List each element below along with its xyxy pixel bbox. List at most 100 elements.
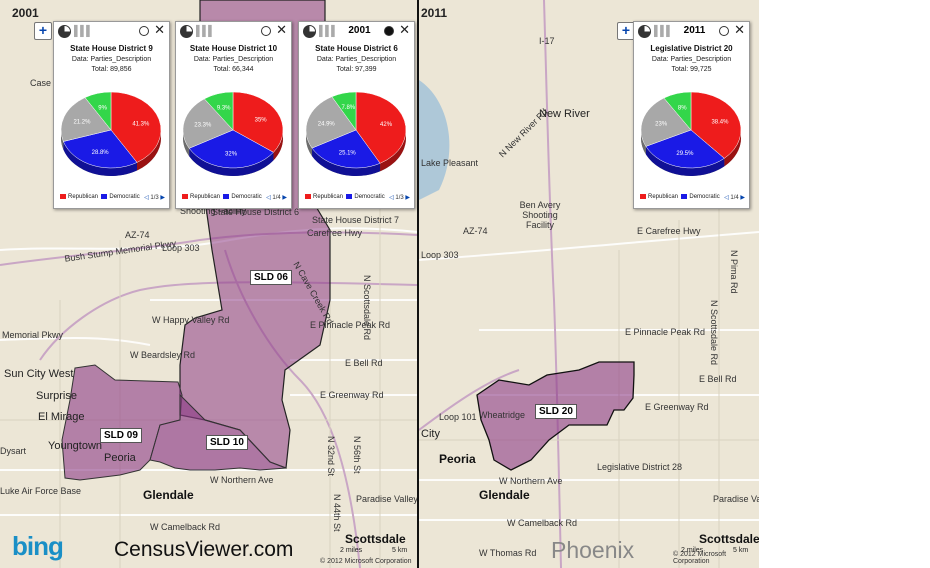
map-label: State House District 7 [312, 215, 400, 225]
pie-slice-side-other [183, 130, 190, 157]
pie-slice-republican[interactable] [232, 91, 284, 153]
legend-swatch [101, 194, 108, 199]
bar-chart-icon[interactable]: ▌▌▌ [74, 26, 93, 37]
next-arrow-icon[interactable]: ▶ [405, 195, 410, 201]
map-label: N 32nd St [326, 436, 336, 477]
district-panel-sh6[interactable]: ▌▌▌ 2001 ✕ State House District 6 Data: … [298, 21, 415, 209]
pie-slice-label: 24.9% [318, 121, 336, 127]
select-radio-icon[interactable] [719, 26, 729, 36]
pie-slice-democratic[interactable] [63, 129, 138, 169]
pie-chart-icon[interactable] [638, 25, 651, 38]
page-indicator: 1/3 [150, 195, 159, 201]
map-label: Dysart [0, 446, 27, 456]
pie-slice-green[interactable] [203, 91, 234, 131]
select-radio-icon[interactable] [384, 26, 394, 36]
pie-slice-democratic[interactable] [188, 129, 274, 169]
map-label: N Pima Rd [729, 250, 739, 294]
map-label: Loop 101 [439, 412, 477, 422]
bar-chart-icon[interactable]: ▌▌▌ [196, 26, 215, 37]
pie-slice-label: 35% [255, 117, 268, 123]
pie-slice-label: 8% [678, 105, 687, 111]
pie-slice-other[interactable] [305, 96, 357, 149]
prev-arrow-icon[interactable]: ◁ [389, 195, 394, 201]
pie-slice-label: 29.5% [676, 151, 694, 157]
pie-chart: 35% 32% 23.3% 9.3% [182, 91, 284, 176]
panel-legend: Republican Democratic ◁ 1/3 ▶ [305, 194, 410, 201]
pie-slice-green[interactable] [84, 91, 112, 131]
legend-pager[interactable]: ◁ 1/4 ▶ [724, 194, 745, 201]
sld-10-area[interactable] [149, 393, 287, 471]
scale-km: 5 km [392, 547, 408, 554]
zoom-in-button[interactable]: + [617, 22, 635, 40]
pie-chart-icon[interactable] [58, 25, 71, 38]
next-arrow-icon[interactable]: ▶ [740, 195, 745, 201]
prev-arrow-icon[interactable]: ◁ [266, 195, 271, 201]
legend-label: Republican [313, 194, 344, 201]
scale-miles: 2 miles [340, 547, 363, 554]
panel-toolbar: ▌▌▌ ✕ [58, 22, 165, 39]
pie-slice-other[interactable] [640, 97, 692, 147]
district-panel-ld20[interactable]: ▌▌▌ 2011 ✕ Legislative District 20 Data:… [633, 21, 750, 209]
district-panel-sh10[interactable]: ▌▌▌ ✕ State House District 10 Data: Part… [175, 21, 292, 209]
pie-slice-other[interactable] [182, 98, 234, 149]
legend-pager[interactable]: ◁ 1/3 ▶ [389, 194, 410, 201]
pie-chart-icon[interactable] [303, 25, 316, 38]
pie-slice-side-democratic [189, 148, 274, 176]
map-label: Youngtown [48, 440, 103, 452]
sld-label[interactable]: SLD 06 [250, 270, 292, 285]
select-radio-icon[interactable] [139, 26, 149, 36]
next-arrow-icon[interactable]: ▶ [282, 195, 287, 201]
scale-miles: 2 miles [681, 547, 704, 554]
prev-arrow-icon[interactable]: ◁ [144, 195, 149, 201]
page-indicator: 1/4 [730, 195, 739, 201]
panel-year: 2011 [683, 25, 706, 36]
map-label: N Scottsdale Rd [362, 275, 372, 341]
pie-slice-democratic[interactable] [311, 129, 381, 169]
zoom-in-button[interactable]: + [34, 22, 52, 40]
legend-pager[interactable]: ◁ 1/3 ▶ [144, 194, 165, 201]
district-panel-sh9[interactable]: ▌▌▌ ✕ State House District 9 Data: Parti… [53, 21, 170, 209]
pie-slice-label: 38.4% [711, 120, 729, 126]
pie-slice-republican[interactable] [690, 91, 742, 159]
panel-legend: Republican Democratic ◁ 1/3 ▶ [60, 194, 165, 201]
pie-slice-side-democratic [645, 146, 725, 176]
sld-label[interactable]: SLD 09 [100, 428, 142, 443]
bar-chart-icon[interactable]: ▌▌▌ [319, 26, 338, 37]
pie-slice-side-democratic [312, 148, 381, 176]
map-label: Wheatridge [479, 410, 526, 420]
pie-chart-icon[interactable] [180, 25, 193, 38]
sld-label[interactable]: SLD 10 [206, 435, 248, 450]
sld-label[interactable]: SLD 20 [535, 404, 577, 419]
next-arrow-icon[interactable]: ▶ [160, 195, 165, 201]
close-icon[interactable]: ✕ [734, 22, 745, 37]
select-radio-icon[interactable] [261, 26, 271, 36]
close-icon[interactable]: ✕ [154, 22, 165, 37]
legend-swatch [60, 194, 66, 199]
pie-slice-republican[interactable] [110, 91, 162, 163]
map-label: Paradise Valley [356, 494, 417, 504]
map-label: N 56th St [352, 436, 362, 474]
map-label: E Pinnacle Peak Rd [625, 327, 706, 337]
bar-chart-icon[interactable]: ▌▌▌ [654, 26, 673, 37]
panel-toolbar: ▌▌▌ 2011 ✕ [638, 22, 745, 39]
close-icon[interactable]: ✕ [399, 22, 410, 37]
map-label: Sun City West [4, 368, 74, 380]
legend-label: Republican [68, 194, 99, 201]
legend-label: Democratic [109, 194, 140, 201]
pie-slice-label: 25.1% [339, 151, 357, 157]
pie-slice-green[interactable] [663, 91, 692, 131]
panel-data-label: Data: Parties_Description [71, 56, 152, 63]
panel-data-label: Data: Parties_Description [316, 56, 397, 63]
pie-slice-green[interactable] [331, 91, 357, 131]
legend-pager[interactable]: ◁ 1/4 ▶ [266, 194, 287, 201]
pie-slice-other[interactable] [60, 97, 112, 142]
close-icon[interactable]: ✕ [276, 22, 287, 37]
map-label: W Northern Ave [210, 475, 274, 485]
prev-arrow-icon[interactable]: ◁ [724, 195, 729, 201]
legend-label: Democratic [354, 194, 385, 201]
panel-data-label: Data: Parties_Description [193, 56, 274, 63]
map-label: I-17 [539, 36, 555, 46]
pie-slice-label: 23.3% [194, 123, 212, 129]
pie-slice-republican[interactable] [355, 91, 407, 164]
map-label: W Thomas Rd [479, 548, 537, 558]
